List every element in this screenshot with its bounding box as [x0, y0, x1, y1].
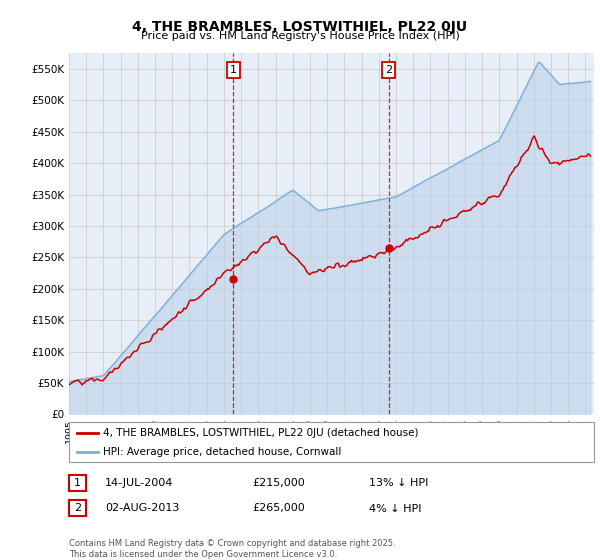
Text: 2: 2: [74, 503, 81, 513]
Text: £215,000: £215,000: [252, 478, 305, 488]
Text: 14-JUL-2004: 14-JUL-2004: [105, 478, 173, 488]
Text: Price paid vs. HM Land Registry's House Price Index (HPI): Price paid vs. HM Land Registry's House …: [140, 31, 460, 41]
Text: 4% ↓ HPI: 4% ↓ HPI: [369, 503, 421, 514]
Text: £265,000: £265,000: [252, 503, 305, 514]
Text: 4, THE BRAMBLES, LOSTWITHIEL, PL22 0JU (detached house): 4, THE BRAMBLES, LOSTWITHIEL, PL22 0JU (…: [103, 428, 419, 438]
Text: Contains HM Land Registry data © Crown copyright and database right 2025.
This d: Contains HM Land Registry data © Crown c…: [69, 539, 395, 559]
Text: 4, THE BRAMBLES, LOSTWITHIEL, PL22 0JU: 4, THE BRAMBLES, LOSTWITHIEL, PL22 0JU: [133, 20, 467, 34]
Text: 2: 2: [385, 65, 392, 75]
Text: HPI: Average price, detached house, Cornwall: HPI: Average price, detached house, Corn…: [103, 447, 341, 457]
Text: 1: 1: [74, 478, 81, 488]
Text: 1: 1: [230, 65, 237, 75]
Text: 13% ↓ HPI: 13% ↓ HPI: [369, 478, 428, 488]
Text: 02-AUG-2013: 02-AUG-2013: [105, 503, 179, 514]
